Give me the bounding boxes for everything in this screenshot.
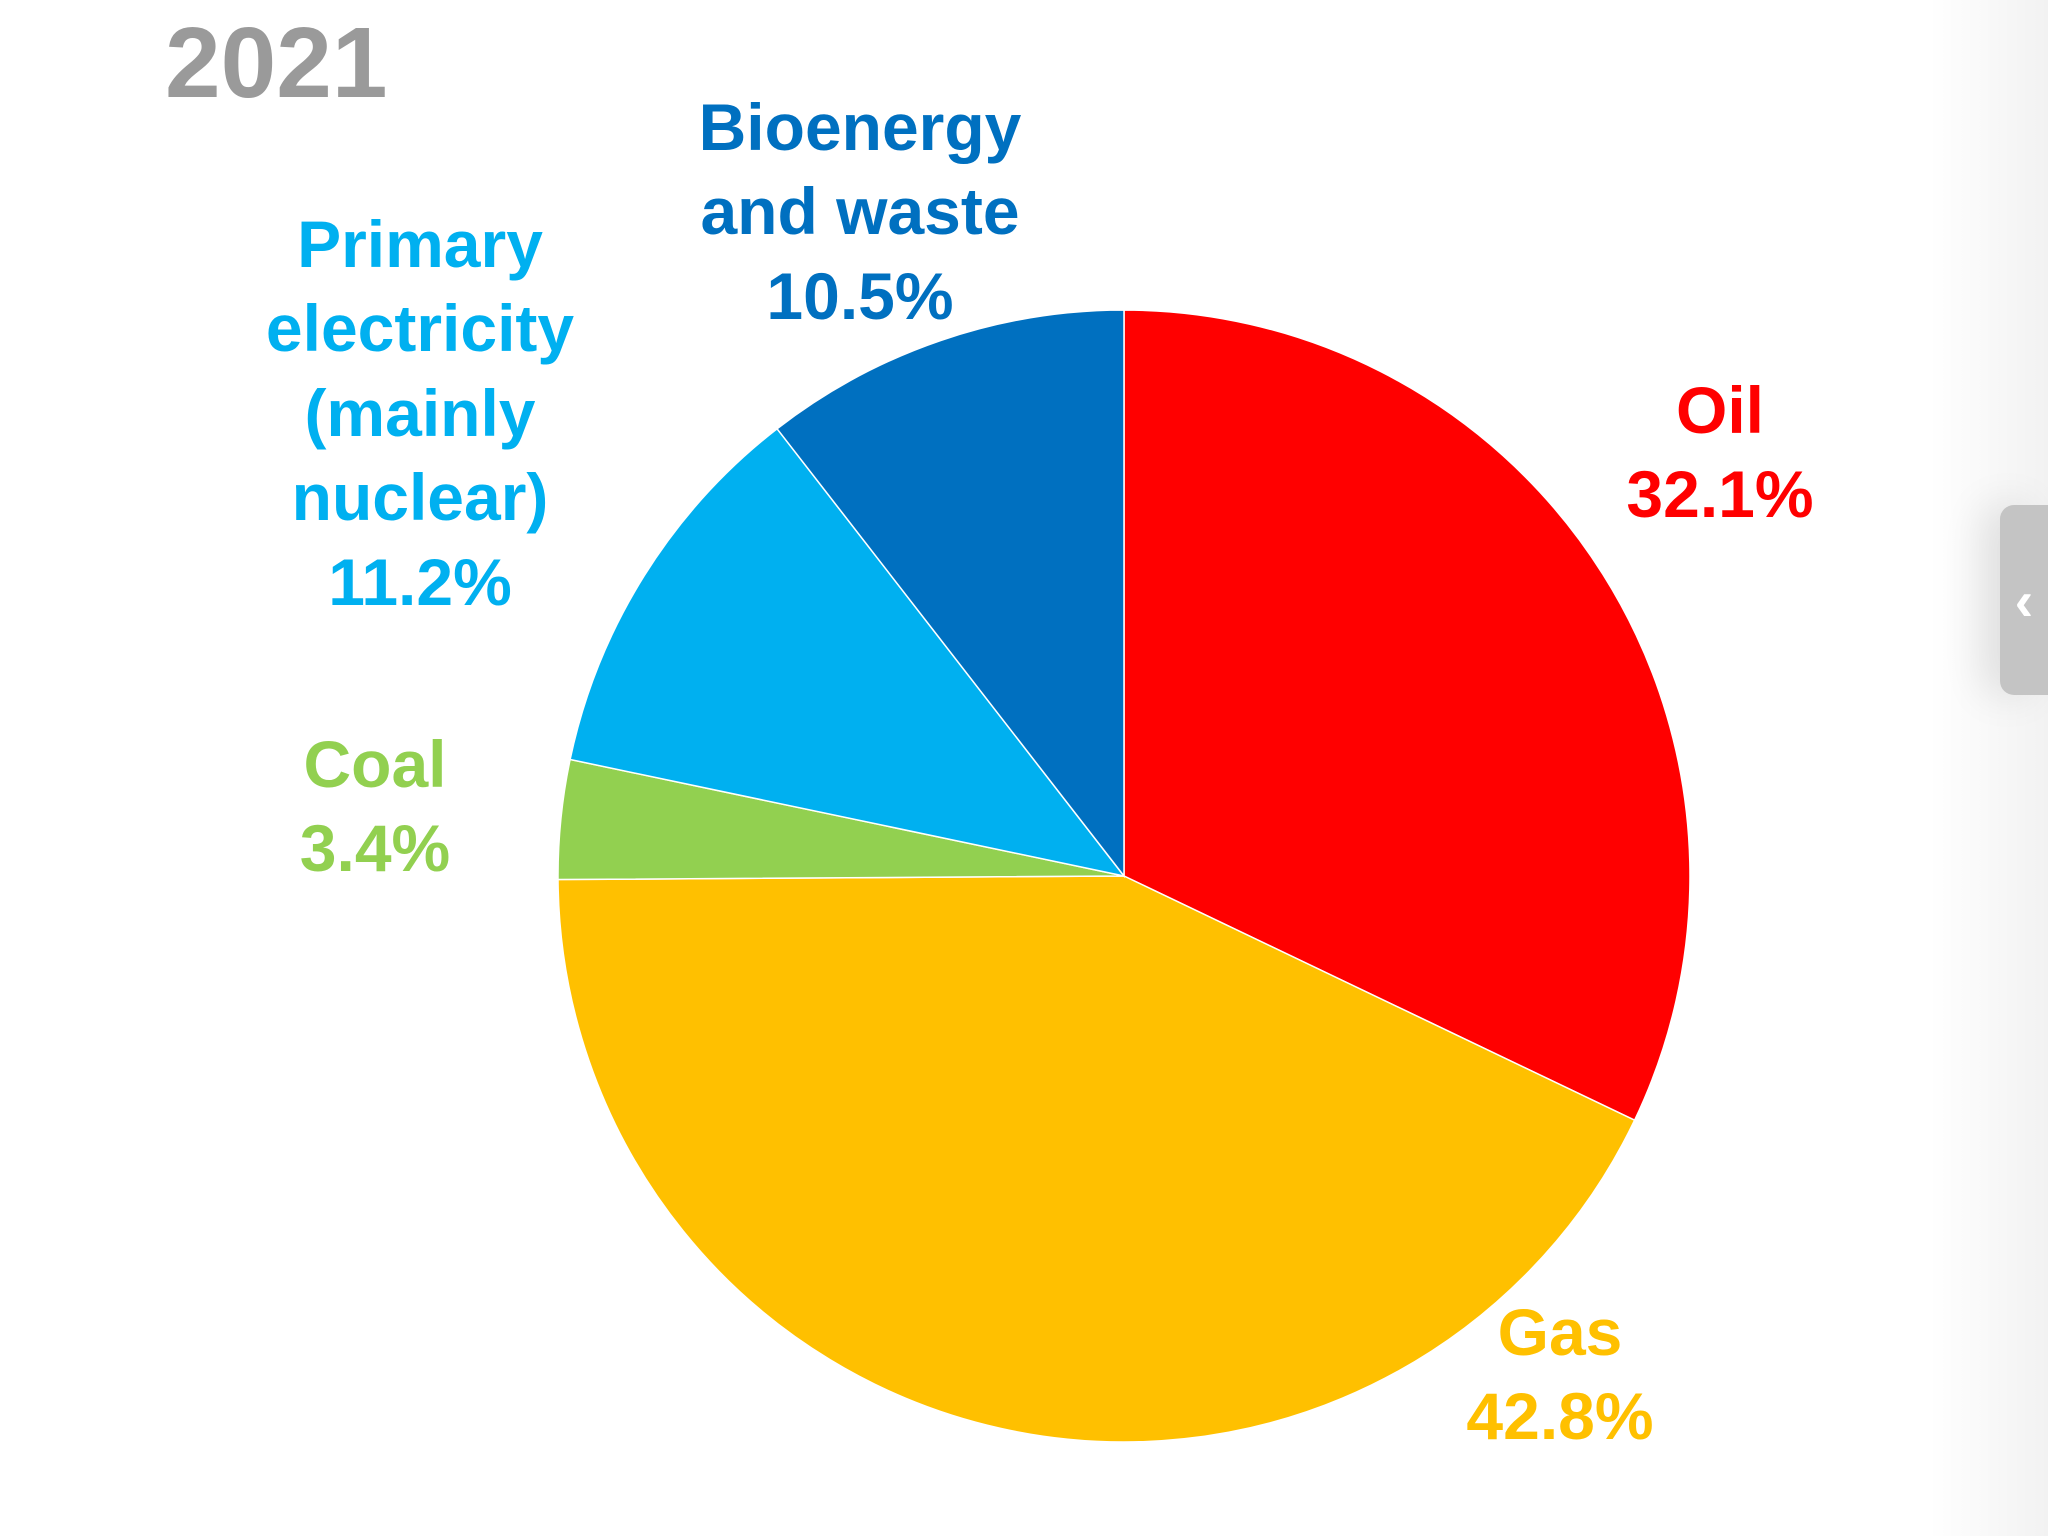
chevron-left-icon: ‹ [2014,568,2034,632]
label-bioenergy: Bioenergy and waste 10.5% [660,85,1060,338]
label-primary-line-4: nuclear) [291,460,549,535]
label-primary-line-2: electricity [265,291,575,366]
label-gas-line-1: Gas [1497,1295,1623,1369]
label-primary-line-3: (mainly [304,375,536,450]
label-oil-value: 32.1% [1626,457,1814,532]
pie-slice-primary [569,427,1126,878]
label-oil-line-1: Oil [1675,373,1764,447]
label-gas-value: 42.8% [1466,1379,1654,1454]
label-bioenergy-value: 10.5% [766,258,954,333]
label-primary-value: 11.2% [328,544,512,619]
chart-title: 2021 [165,7,388,119]
side-panel-tab[interactable]: ‹ [2000,505,2048,695]
label-coal-value: 3.4% [299,811,451,886]
label-bioenergy-line-1: Bioenergy [698,90,1022,164]
pie-slice-bioenergy [776,309,1125,879]
label-coal: Coal 3.4% [260,722,490,891]
label-gas: Gas 42.8% [1430,1290,1690,1459]
pie-slice-gas [557,875,1636,1443]
label-coal-line-1: Coal [303,727,447,801]
label-primary-line-1: Primary [297,207,543,281]
label-primary-electricity: Primary electricity (mainly nuclear) 11.… [235,202,605,624]
label-oil: Oil 32.1% [1580,368,1860,537]
label-bioenergy-line-2: and waste [700,174,1020,249]
pie-slice-oil [1123,309,1691,1122]
